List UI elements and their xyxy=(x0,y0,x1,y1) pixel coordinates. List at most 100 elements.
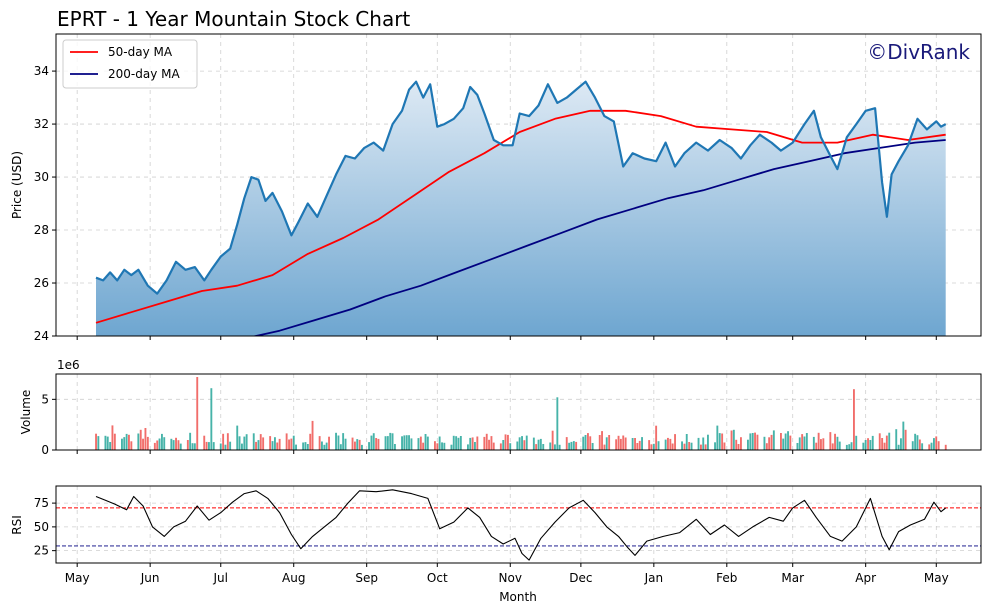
volume-bar xyxy=(521,436,523,450)
volume-bar xyxy=(539,438,542,450)
volume-bar xyxy=(499,443,502,450)
volume-bar xyxy=(845,444,848,450)
y-tick-label: 0 xyxy=(41,443,49,457)
volume-bar xyxy=(831,443,834,450)
y-tick-label: 50 xyxy=(34,520,49,534)
volume-bar xyxy=(370,435,373,450)
volume-bar xyxy=(570,441,573,450)
volume-bar xyxy=(375,438,378,450)
y-tick-label: 26 xyxy=(34,276,49,290)
volume-bar xyxy=(128,434,130,450)
watermark: ©DivRank xyxy=(867,40,970,64)
price-area xyxy=(96,81,946,336)
volume-bar xyxy=(243,436,246,450)
y-tick-label: 24 xyxy=(34,329,49,343)
volume-bar xyxy=(817,432,820,450)
volume-bar xyxy=(617,435,620,450)
x-tick-label: Dec xyxy=(569,571,592,585)
volume-bar xyxy=(229,441,232,450)
volume-bar xyxy=(271,441,274,450)
volume-bar xyxy=(394,444,396,450)
chart-title: EPRT - 1 Year Mountain Stock Chart xyxy=(57,7,410,31)
x-tick-label: Sep xyxy=(355,571,378,585)
volume-bar xyxy=(622,435,625,450)
volume-bar xyxy=(765,443,768,450)
volume-bar xyxy=(697,437,700,450)
volume-bar xyxy=(410,438,413,450)
volume-bar xyxy=(130,441,133,450)
volume-bar xyxy=(113,433,116,450)
volume-bar xyxy=(386,436,389,450)
volume-bar xyxy=(153,442,156,450)
volume-bar xyxy=(707,434,709,450)
volume-bar xyxy=(111,425,114,450)
x-tick-label: Oct xyxy=(427,571,448,585)
rsi-line xyxy=(95,489,947,561)
volume-bar xyxy=(787,431,789,450)
volume-bar xyxy=(582,436,585,450)
volume-bar xyxy=(278,438,281,450)
volume-bar xyxy=(834,433,836,450)
volume-bar xyxy=(554,444,556,450)
volume-bar xyxy=(205,441,208,450)
volume-bar xyxy=(933,438,935,450)
volume-bar xyxy=(681,441,683,450)
volume-bar xyxy=(690,442,693,450)
volume-bar xyxy=(295,444,297,450)
volume-bar xyxy=(323,444,326,450)
volume-bar xyxy=(551,430,554,450)
volume-bar xyxy=(488,439,490,450)
volume-bar xyxy=(636,443,639,450)
volume-bar xyxy=(591,443,594,450)
volume-bar xyxy=(441,442,443,450)
volume-bar xyxy=(269,436,272,450)
volume-bar xyxy=(191,443,194,450)
volume-bar xyxy=(881,438,884,450)
volume-bar xyxy=(226,433,229,450)
volume-bar xyxy=(302,442,305,450)
volume-bar xyxy=(862,442,865,450)
volume-bar xyxy=(820,439,822,450)
volume-bar xyxy=(372,433,375,450)
volume-bar xyxy=(142,438,144,450)
volume-bar xyxy=(485,433,488,450)
volume-bar xyxy=(878,433,881,450)
volume-bar xyxy=(391,433,394,450)
volume-bar xyxy=(337,435,340,450)
volume-bar xyxy=(558,444,561,450)
volume-bar xyxy=(723,442,726,450)
volume-bar xyxy=(669,438,672,450)
volume-bar xyxy=(867,438,869,450)
volume-bar xyxy=(836,436,839,450)
volume-bar xyxy=(615,439,618,450)
volume-bar xyxy=(904,429,907,450)
volume-bar xyxy=(895,429,898,450)
volume-bar xyxy=(937,441,940,450)
volume-bar xyxy=(344,438,347,450)
y-tick-label: 30 xyxy=(34,170,49,184)
volume-bar xyxy=(914,433,917,450)
volume-bar xyxy=(193,443,196,450)
volume-bar xyxy=(568,442,571,450)
volume-bar xyxy=(565,437,568,450)
volume-bar xyxy=(351,437,354,450)
volume-bar xyxy=(853,389,855,450)
volume-bar xyxy=(770,434,773,450)
price-y-axis-title: Price (USD) xyxy=(10,151,24,219)
volume-bar xyxy=(796,443,799,450)
volume-bar xyxy=(158,438,161,450)
volume-bar xyxy=(740,437,742,450)
volume-bar xyxy=(123,437,126,450)
volume-bar xyxy=(163,437,166,450)
volume-bar xyxy=(490,436,493,450)
volume-bar xyxy=(144,428,147,450)
ma50-line xyxy=(95,109,946,324)
volume-bar xyxy=(276,442,279,450)
volume-bar xyxy=(928,444,931,450)
x-tick-label: Feb xyxy=(716,571,737,585)
volume-bar xyxy=(671,443,674,450)
volume-bar xyxy=(156,440,159,450)
volume-bar xyxy=(389,432,392,450)
volume-panel-frame xyxy=(55,373,982,451)
volume-bar xyxy=(252,433,255,450)
